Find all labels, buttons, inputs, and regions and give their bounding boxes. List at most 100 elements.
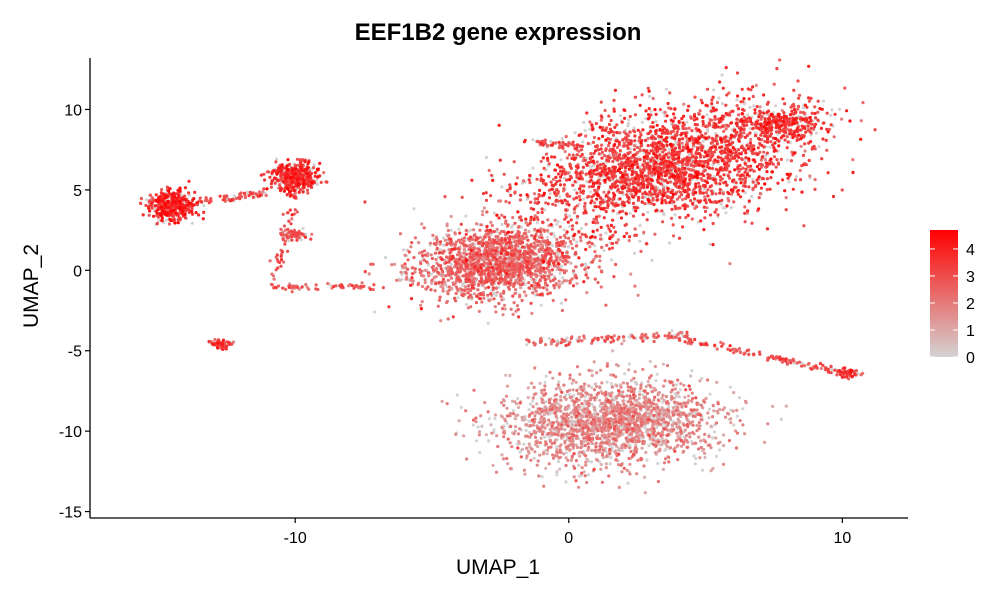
data-point — [433, 289, 437, 293]
data-point — [419, 303, 423, 307]
data-point — [690, 217, 694, 221]
data-point — [544, 466, 548, 470]
data-point — [536, 263, 540, 267]
data-point — [600, 245, 604, 249]
data-point — [605, 441, 609, 445]
data-point — [282, 168, 286, 173]
data-point — [413, 267, 417, 271]
data-point — [678, 388, 682, 392]
data-point — [702, 187, 707, 191]
data-point — [573, 131, 577, 135]
data-point — [712, 409, 716, 413]
data-point — [583, 399, 587, 403]
data-point — [604, 303, 608, 307]
data-point — [709, 424, 713, 428]
data-point — [575, 282, 579, 286]
data-point — [290, 217, 294, 221]
data-point — [511, 275, 515, 279]
data-point — [535, 266, 539, 270]
data-point — [706, 411, 710, 415]
data-point — [627, 362, 631, 366]
data-point — [800, 361, 805, 365]
data-point — [575, 240, 579, 244]
data-point — [702, 399, 706, 403]
data-point — [735, 414, 740, 418]
data-point — [675, 431, 679, 435]
data-point — [588, 164, 592, 168]
data-point — [648, 94, 652, 98]
data-point — [261, 190, 265, 194]
data-point — [475, 439, 479, 443]
data-point — [598, 398, 602, 402]
data-point — [491, 244, 495, 248]
data-point — [629, 432, 633, 436]
data-point — [628, 446, 632, 450]
data-point — [678, 331, 682, 335]
data-point — [647, 406, 651, 410]
data-point — [859, 373, 863, 377]
data-point — [494, 470, 499, 474]
data-point — [525, 446, 529, 450]
data-point — [619, 463, 623, 467]
data-point — [766, 422, 770, 426]
data-point — [661, 393, 665, 397]
data-point — [282, 224, 287, 228]
data-point — [636, 293, 640, 297]
data-point — [656, 405, 660, 410]
data-point — [474, 222, 479, 226]
data-point — [509, 225, 514, 229]
data-point — [634, 450, 638, 454]
data-point — [590, 369, 594, 373]
data-point — [441, 286, 445, 290]
data-point — [613, 433, 617, 437]
data-point — [402, 248, 406, 252]
data-point — [703, 451, 707, 455]
data-point — [859, 119, 863, 123]
data-point — [444, 274, 448, 278]
data-point — [642, 400, 646, 405]
data-point — [481, 213, 485, 217]
data-point — [703, 432, 707, 436]
data-point — [663, 457, 668, 461]
data-point — [568, 448, 572, 452]
data-point — [506, 285, 510, 289]
data-point — [707, 407, 712, 411]
data-point — [483, 272, 487, 276]
data-point — [549, 445, 553, 449]
chart-title: EEF1B2 gene expression — [355, 19, 642, 46]
data-point — [672, 428, 676, 432]
data-point — [599, 368, 603, 372]
data-point — [714, 421, 719, 425]
data-point — [540, 397, 544, 402]
data-point — [652, 334, 656, 338]
data-point — [542, 413, 546, 417]
data-point — [287, 239, 291, 243]
data-point — [758, 192, 762, 196]
data-point — [190, 221, 194, 225]
data-point — [564, 405, 568, 409]
data-point — [575, 244, 579, 248]
data-point — [654, 402, 659, 407]
data-point — [627, 118, 631, 122]
data-point — [771, 404, 775, 408]
data-point — [602, 426, 607, 430]
data-point — [629, 378, 634, 382]
data-point — [422, 226, 426, 230]
data-point — [484, 155, 488, 159]
data-point — [722, 433, 726, 437]
data-point — [614, 420, 618, 424]
data-point — [671, 410, 675, 414]
data-point — [578, 372, 582, 376]
data-point — [551, 453, 555, 457]
data-point — [840, 117, 844, 121]
data-point — [584, 424, 589, 428]
data-point — [687, 431, 692, 436]
data-point — [615, 241, 619, 245]
data-point — [593, 448, 597, 452]
data-point — [551, 456, 556, 460]
data-point — [471, 423, 475, 427]
data-point — [662, 384, 666, 388]
data-point — [447, 285, 452, 289]
data-point — [656, 398, 660, 402]
data-point — [682, 383, 686, 387]
